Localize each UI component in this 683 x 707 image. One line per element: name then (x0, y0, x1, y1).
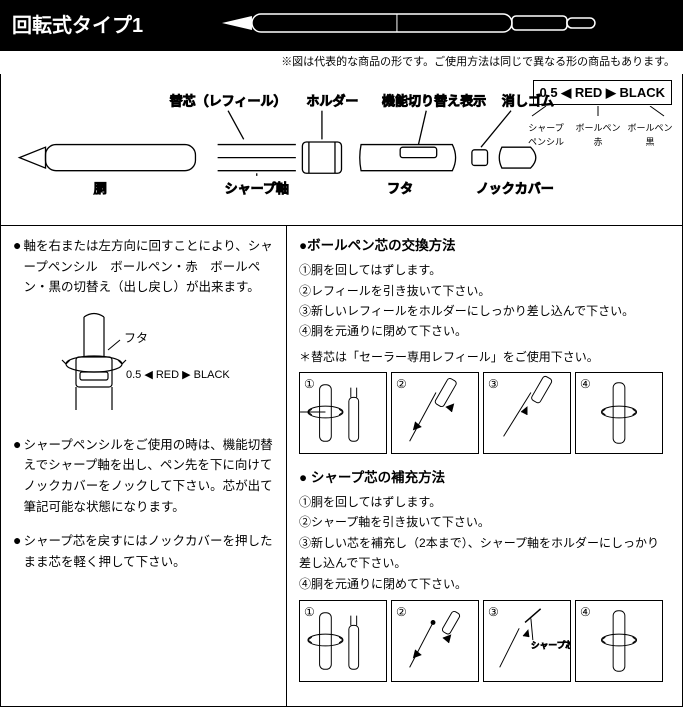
lead-steps: ①胴を回してはずします。 ②シャープ軸を引き抜いて下さい。 ③新しい芯を補充し（… (299, 492, 670, 594)
lead-step-3: ③新しい芯を補充し（2本まで）、シャープ軸をホルダーにしっかり差し込んで下さい。 (299, 533, 670, 574)
refill-step-3: ③新しいレフィールをホルダーにしっかり差し込んで下さい。 (299, 301, 670, 321)
refill-fig-4: ④ (575, 372, 663, 454)
lead-fig-4: ④ (575, 600, 663, 682)
diagram-indicator-label: 0.5 ◀ RED ▶ BLACK (126, 369, 230, 381)
lead-fig-2: ② (391, 600, 479, 682)
refill-fig-2: ② (391, 372, 479, 454)
header-bar: 回転式タイプ1 (0, 0, 683, 51)
label-sharp-axis: シャープ軸 (225, 180, 289, 195)
main-content: ●軸を右または左方向に回すことにより、シャープペンシル ボールペン・赤 ボールペ… (0, 226, 683, 707)
right-column: ●ボールペン芯の交換方法 ①胴を回してはずします。 ②レフィールを引き抜いて下さ… (287, 226, 682, 706)
refill-note: ＊替芯は「セーラー専用レフィール」をご使用下さい。 (299, 348, 670, 366)
label-ballpen-black: ボールペン黒 (627, 123, 672, 147)
refill-steps: ①胴を回してはずします。 ②レフィールを引き抜いて下さい。 ③新しいレフィールを… (299, 260, 670, 342)
bullet-rotate: ●軸を右または左方向に回すことにより、シャープペンシル ボールペン・赤 ボールペ… (13, 236, 274, 298)
lead-figures: ① ② ③ シャープ芯 ④ (299, 600, 670, 682)
lead-step-1: ①胴を回してはずします。 (299, 492, 670, 512)
bullet-sharp-return: ●シャープ芯を戻すにはノックカバーを押したまま芯を軽く押して下さい。 (13, 531, 274, 572)
label-ballpen-red: ボールペン赤 (575, 123, 620, 147)
label-knock-cover: ノックカバー (476, 180, 554, 195)
page-title: 回転式タイプ1 (12, 11, 143, 41)
svg-text:シャープ芯: シャープ芯 (531, 639, 570, 650)
lead-fig-3: ③ シャープ芯 (483, 600, 571, 682)
bullet-sharp-use-text: シャープペンシルをご使用の時は、機能切替えでシャープ軸を出し、ペン先を下に向けて… (23, 435, 274, 518)
label-holder: ホルダー (306, 93, 358, 108)
bullet-sharp-use: ●シャープペンシルをご使用の時は、機能切替えでシャープ軸を出し、ペン先を下に向け… (13, 435, 274, 518)
label-barrel: 胴 (94, 180, 107, 195)
refill-fig-1: ① (299, 372, 387, 454)
label-refill: 替芯（レフィール） (170, 93, 287, 108)
indicator-box: 0.5 ◀ RED ▶ BLACK (533, 80, 672, 106)
refill-step-4: ④胴を元通りに閉めて下さい。 (299, 321, 670, 341)
lead-fig-1: ① (299, 600, 387, 682)
label-func-display: 機能切り替え表示 (382, 93, 486, 108)
parts-diagram: 胴 替芯（レフィール） シャープ軸 ホルダー 機能切り替え表示 (0, 74, 683, 226)
lead-step-4: ④胴を元通りに閉めて下さい。 (299, 574, 670, 594)
refill-step-1: ①胴を回してはずします。 (299, 260, 670, 280)
label-cap: フタ (387, 180, 413, 195)
refill-step-2: ②レフィールを引き抜いて下さい。 (299, 281, 670, 301)
lead-step-2: ②シャープ軸を引き抜いて下さい。 (299, 512, 670, 532)
left-column: ●軸を右または左方向に回すことにより、シャープペンシル ボールペン・赤 ボールペ… (1, 226, 287, 706)
diagram-cap-label: フタ (124, 331, 148, 345)
refill-figures: ① ② ③ ④ (299, 372, 670, 454)
lead-section-head: ● シャープ芯の補充方法 (299, 468, 670, 488)
bullet-rotate-text: 軸を右または左方向に回すことにより、シャープペンシル ボールペン・赤 ボールペン… (23, 236, 274, 298)
header-pen-illustration (163, 8, 671, 43)
label-sharp-pencil: シャープペンシル (528, 123, 564, 147)
refill-section-head: ●ボールペン芯の交換方法 (299, 236, 670, 256)
indicator-labels: シャープペンシル ボールペン赤 ボールペン黒 (522, 106, 674, 150)
rotation-diagram: フタ 0.5 ◀ RED ▶ BLACK (13, 312, 274, 417)
bullet-sharp-return-text: シャープ芯を戻すにはノックカバーを押したまま芯を軽く押して下さい。 (23, 531, 274, 572)
disclaimer-note: ※図は代表的な商品の形です。ご使用方法は同じで異なる形の商品もあります。 (0, 51, 683, 74)
refill-fig-3: ③ (483, 372, 571, 454)
